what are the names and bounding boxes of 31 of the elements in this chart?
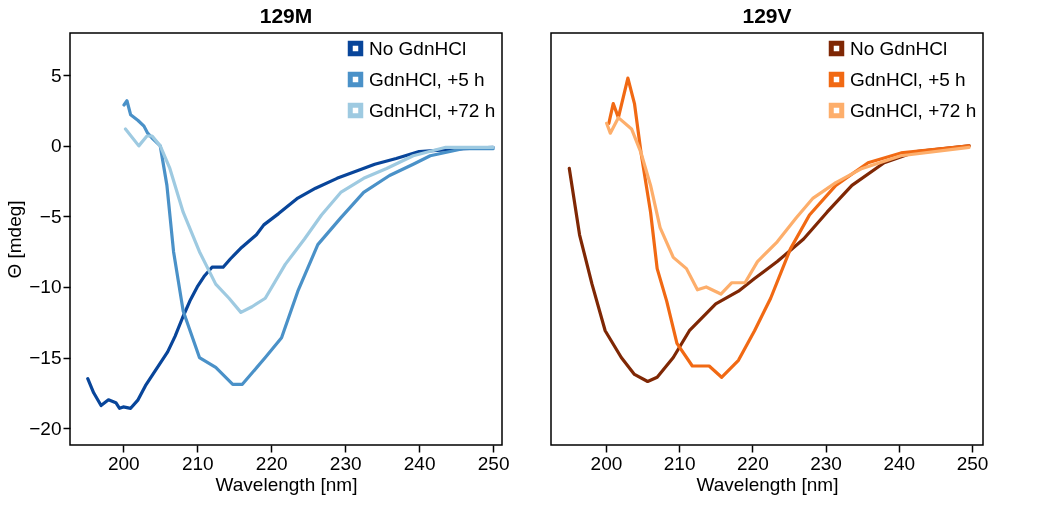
- y-axis-title: Θ [mdeg]: [4, 200, 26, 279]
- y-tick-label: 0: [50, 135, 62, 157]
- x-tick-label: 220: [255, 452, 288, 474]
- x-axis-title: Wavelength [nm]: [696, 473, 839, 495]
- x-tick-label: 240: [403, 452, 436, 474]
- x-tick-label: 210: [663, 452, 696, 474]
- y-tick-label: 5: [50, 64, 62, 86]
- legend-label: No GdnHCl: [369, 37, 467, 59]
- x-tick-label: 210: [181, 452, 214, 474]
- legend-label: GdnHCl, +5 h: [369, 68, 485, 90]
- x-tick-label: 200: [590, 452, 623, 474]
- x-tick-label: 220: [737, 452, 769, 474]
- x-tick-label: 200: [107, 452, 140, 474]
- x-axis-title: Wavelength [nm]: [215, 473, 358, 495]
- x-tick-label: 240: [883, 452, 916, 474]
- x-tick-label: 230: [810, 452, 842, 474]
- chart-title: 129V: [742, 4, 792, 27]
- line-series: [122, 99, 495, 386]
- chart-title: 129M: [259, 4, 313, 27]
- legend-label: No GdnHCl: [850, 37, 948, 59]
- legend-label: GdnHCl, +72 h: [369, 99, 496, 121]
- y-tick-label: −20: [29, 417, 62, 439]
- y-tick-label: −15: [29, 347, 62, 369]
- legend-label: GdnHCl, +5 h: [850, 68, 966, 90]
- y-tick-label: −5: [39, 205, 62, 227]
- line-series: [123, 127, 495, 314]
- x-tick-label: 230: [329, 452, 362, 474]
- x-tick-label: 250: [956, 452, 989, 474]
- y-tick-label: −10: [29, 276, 62, 298]
- x-tick-label: 250: [477, 452, 510, 474]
- legend-label: GdnHCl, +72 h: [850, 99, 977, 121]
